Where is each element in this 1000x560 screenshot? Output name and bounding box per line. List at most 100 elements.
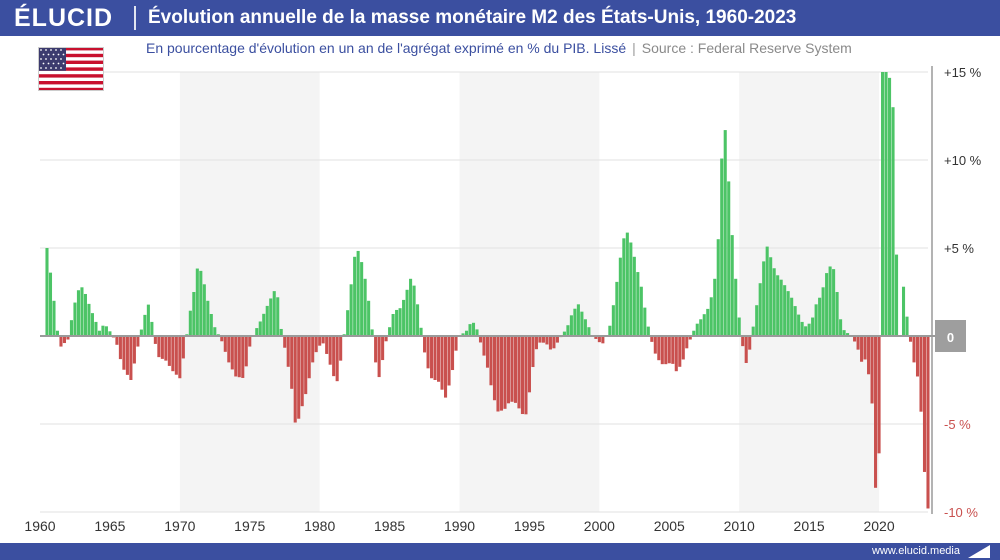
bar bbox=[52, 300, 56, 336]
bar bbox=[734, 278, 738, 336]
bar bbox=[678, 336, 682, 367]
bar bbox=[195, 268, 199, 336]
bar bbox=[762, 261, 766, 336]
x-tick-label: 1995 bbox=[514, 518, 545, 534]
bar bbox=[234, 336, 238, 377]
bar bbox=[765, 246, 769, 336]
bar bbox=[437, 336, 441, 382]
bar bbox=[790, 297, 794, 336]
x-tick-label: 2005 bbox=[654, 518, 685, 534]
bar bbox=[146, 304, 150, 336]
bar bbox=[402, 299, 406, 336]
bar bbox=[339, 336, 343, 361]
bar bbox=[230, 336, 234, 370]
bar bbox=[695, 323, 699, 336]
bar bbox=[293, 336, 297, 423]
bar bbox=[692, 330, 696, 336]
bar bbox=[915, 336, 920, 377]
bar bbox=[908, 336, 913, 342]
bar bbox=[220, 336, 224, 342]
bar bbox=[244, 336, 248, 367]
header-bar: ÉLUCID Évolution annuelle de la masse mo… bbox=[0, 0, 1000, 36]
bar bbox=[157, 336, 161, 358]
bar bbox=[636, 272, 640, 336]
bar bbox=[178, 336, 182, 379]
bar bbox=[374, 336, 378, 363]
x-tick-label: 1960 bbox=[24, 518, 55, 534]
y-tick-label: +15 % bbox=[944, 65, 982, 80]
bar bbox=[769, 257, 773, 336]
bar bbox=[755, 305, 759, 336]
bar bbox=[206, 300, 210, 336]
bar bbox=[779, 279, 783, 336]
decade-bands bbox=[179, 72, 880, 512]
bar bbox=[297, 336, 301, 419]
bar bbox=[594, 336, 598, 339]
bar bbox=[513, 336, 518, 403]
bar bbox=[492, 336, 497, 401]
bar bbox=[48, 272, 53, 336]
bar bbox=[751, 326, 755, 336]
bar bbox=[506, 336, 511, 404]
bar bbox=[496, 336, 500, 412]
bar bbox=[541, 336, 545, 343]
x-tick-label: 1990 bbox=[444, 518, 475, 534]
elucid-logo[interactable]: ÉLUCID bbox=[14, 4, 114, 32]
bar bbox=[671, 336, 675, 364]
bar bbox=[727, 181, 731, 336]
bar bbox=[471, 322, 476, 336]
bar bbox=[776, 275, 780, 336]
bar bbox=[209, 314, 213, 336]
y-tick-label: -5 % bbox=[944, 417, 971, 432]
bar bbox=[832, 269, 836, 336]
bar bbox=[73, 302, 77, 336]
bar bbox=[894, 254, 899, 336]
bar bbox=[346, 310, 350, 336]
bar bbox=[384, 336, 388, 342]
bar bbox=[66, 336, 70, 340]
site-url[interactable]: www.elucid.media bbox=[871, 545, 960, 557]
bar bbox=[423, 336, 427, 353]
bar bbox=[877, 336, 881, 454]
bar bbox=[825, 273, 829, 336]
bar bbox=[447, 336, 451, 386]
bar bbox=[300, 336, 304, 407]
bar bbox=[737, 317, 741, 336]
bar bbox=[332, 336, 336, 377]
x-tick-label: 2020 bbox=[863, 518, 894, 534]
bar bbox=[164, 336, 168, 361]
bar bbox=[360, 262, 364, 336]
bar bbox=[853, 336, 857, 342]
bar bbox=[419, 327, 423, 336]
bar bbox=[629, 242, 633, 336]
bar bbox=[433, 336, 437, 380]
bar bbox=[353, 256, 357, 336]
bar bbox=[188, 310, 192, 336]
bar bbox=[412, 285, 416, 336]
bar bbox=[811, 317, 815, 336]
bar bbox=[842, 330, 846, 336]
x-tick-label: 2015 bbox=[794, 518, 825, 534]
bar bbox=[139, 329, 143, 336]
bar bbox=[223, 336, 227, 352]
bar bbox=[489, 336, 493, 386]
bar bbox=[639, 286, 643, 336]
y-tick-label: +10 % bbox=[944, 153, 982, 168]
bar bbox=[307, 336, 311, 379]
bar bbox=[143, 314, 147, 336]
bar bbox=[398, 308, 402, 336]
bar bbox=[552, 336, 556, 349]
bar bbox=[664, 336, 668, 365]
bar bbox=[681, 336, 685, 360]
bar bbox=[314, 336, 318, 353]
bar bbox=[650, 336, 654, 342]
bar bbox=[622, 238, 626, 336]
bar bbox=[545, 336, 549, 345]
bar bbox=[76, 290, 80, 336]
bar bbox=[248, 336, 252, 347]
bar bbox=[807, 323, 811, 336]
bar bbox=[129, 336, 133, 380]
header-divider bbox=[134, 6, 136, 30]
bar bbox=[482, 336, 486, 356]
